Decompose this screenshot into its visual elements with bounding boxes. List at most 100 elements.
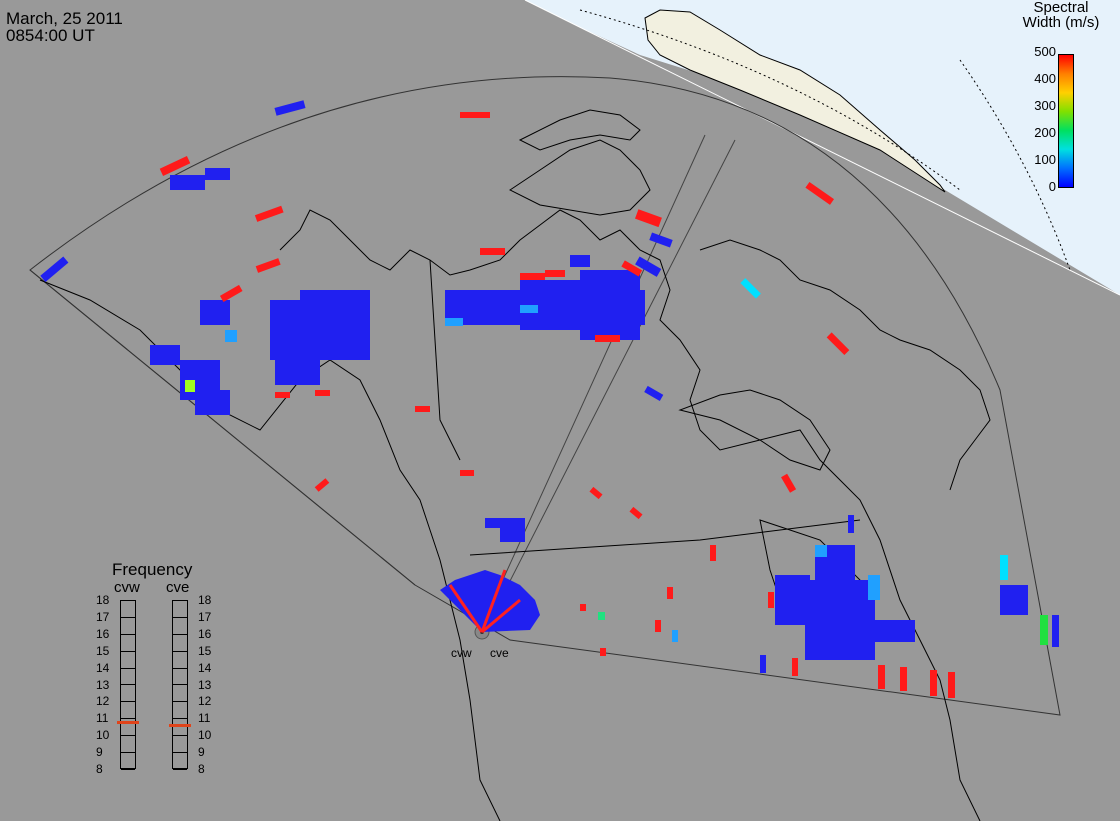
frequency-title: Frequency	[112, 560, 193, 579]
frequency-cell	[121, 601, 135, 618]
echo-block	[485, 518, 525, 528]
frequency-scale-label: 11	[96, 711, 109, 726]
echo-block	[274, 100, 306, 116]
colorbar-tick-label: 0	[1048, 179, 1056, 194]
frequency-scale-label: 9	[96, 745, 103, 760]
frequency-scale-label: 16	[96, 626, 110, 641]
echo-block	[1000, 555, 1008, 580]
echo-block	[870, 620, 915, 642]
echo-block	[415, 406, 430, 412]
echo-block	[644, 385, 664, 401]
echo-block	[580, 604, 586, 611]
echo-block	[948, 672, 955, 698]
colorbar-tick-label: 200	[1034, 125, 1056, 140]
echo-block	[480, 248, 505, 255]
frequency-cell	[173, 669, 187, 686]
frequency-cell	[173, 635, 187, 652]
echo-block	[275, 392, 290, 398]
echo-block	[655, 620, 661, 632]
echo-block	[760, 655, 766, 673]
echo-block	[600, 648, 606, 656]
sunlit-ocean-region	[525, 0, 1120, 295]
echo-block	[635, 256, 662, 277]
site-label-cvw: cvw	[451, 646, 472, 660]
site-label-cve: cve	[490, 646, 509, 660]
echo-block	[900, 667, 907, 691]
frequency-radar-cve-label: cve	[166, 579, 190, 596]
echo-block	[460, 112, 490, 118]
echo-block	[40, 256, 69, 282]
header-date: March, 25 2011	[6, 9, 123, 28]
echo-block	[200, 300, 230, 325]
frequency-cell	[173, 686, 187, 703]
frequency-scale-label: 18	[96, 593, 110, 607]
fov-beam-edge	[484, 139, 736, 631]
echo-block	[649, 232, 673, 248]
radar-echoes	[40, 100, 1059, 698]
echo-block	[219, 284, 243, 302]
echo-block	[826, 332, 850, 356]
frequency-cell	[121, 686, 135, 703]
frequency-scale-label: 12	[96, 694, 110, 709]
echo-block	[205, 168, 230, 180]
fov-west-edge	[29, 269, 416, 586]
frequency-scale-label: 11	[198, 711, 211, 726]
colorbar-tick-label: 300	[1034, 98, 1056, 113]
frequency-radar-cvw-label: cvw	[114, 579, 140, 596]
frequency-cell	[121, 652, 135, 669]
fov-beam-edge-2	[479, 134, 706, 631]
frequency-scale-label: 9	[198, 745, 205, 760]
echo-block	[815, 545, 827, 557]
echo-block	[1040, 615, 1048, 645]
frequency-cell	[173, 736, 187, 754]
colorbar-gradient	[1058, 54, 1074, 188]
echo-cluster-great-lakes	[805, 580, 875, 660]
echo-block	[570, 255, 590, 267]
frequency-scale-label: 16	[198, 626, 212, 641]
colorbar-tick-label: 500	[1034, 44, 1056, 59]
frequency-cell	[173, 753, 187, 770]
frequency-column-cvw	[120, 600, 136, 770]
frequency-scale-label: 15	[96, 643, 110, 658]
frequency-marker-cvw	[117, 720, 139, 724]
header-time: 0854:00 UT	[6, 26, 95, 45]
echo-block	[520, 273, 545, 280]
echo-block	[520, 305, 538, 313]
echo-block	[580, 270, 640, 340]
frequency-scale-label: 14	[96, 660, 110, 675]
frequency-scale-label: 10	[96, 728, 110, 743]
echo-block	[314, 478, 330, 492]
echo-block	[315, 390, 330, 396]
frequency-cell	[121, 719, 135, 737]
echo-block	[595, 335, 620, 342]
frequency-column-cve	[172, 600, 188, 770]
colorbar-title-line2: Width (m/s)	[1022, 14, 1100, 31]
frequency-cell	[121, 635, 135, 652]
frequency-scale-label: 12	[198, 694, 212, 709]
echo-block	[170, 175, 205, 190]
frequency-cell	[121, 736, 135, 754]
echo-block	[710, 545, 716, 561]
echo-block	[275, 355, 320, 385]
frequency-cell	[121, 702, 135, 720]
terminator-line	[579, 9, 961, 191]
echo-block	[300, 290, 370, 330]
echo-block	[159, 156, 191, 176]
radar-field-of-view-outline	[29, 76, 1061, 716]
echo-block	[672, 630, 678, 642]
echo-block	[878, 665, 885, 689]
near-range-beams	[440, 569, 540, 634]
frequency-cell	[121, 618, 135, 635]
frequency-cell	[173, 652, 187, 669]
day-night-edge	[524, 0, 1120, 296]
frequency-cell	[173, 618, 187, 635]
echo-block	[930, 670, 937, 696]
frequency-cell	[173, 719, 187, 737]
greenland-land	[644, 9, 946, 193]
echo-block	[792, 658, 798, 676]
frequency-scale-label: 10	[198, 728, 212, 743]
echo-block	[150, 345, 180, 365]
colorbar-title-line1: Spectral	[1033, 0, 1089, 16]
